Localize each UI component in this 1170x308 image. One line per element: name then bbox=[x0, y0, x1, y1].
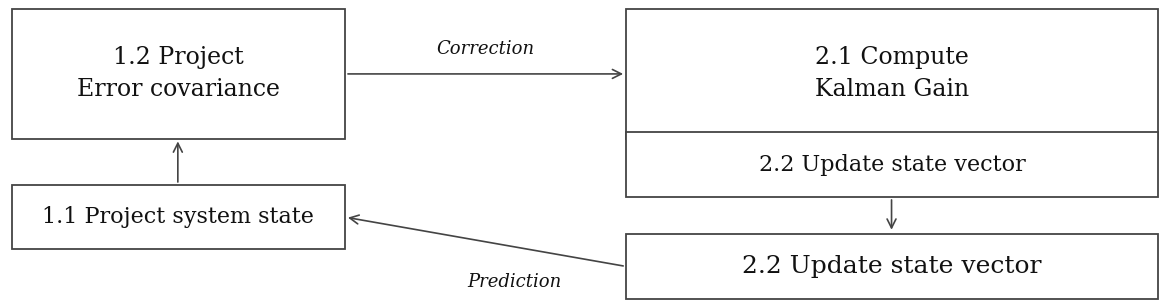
Text: 2.2 Update state vector: 2.2 Update state vector bbox=[743, 255, 1041, 278]
Bar bbox=[626, 9, 1158, 139]
Bar bbox=[12, 185, 345, 249]
Bar bbox=[12, 9, 345, 139]
Text: 1.2 Project
Error covariance: 1.2 Project Error covariance bbox=[77, 47, 280, 101]
Text: Prediction: Prediction bbox=[468, 273, 562, 291]
Text: 2.1 Compute
Kalman Gain: 2.1 Compute Kalman Gain bbox=[815, 47, 969, 101]
Text: Correction: Correction bbox=[436, 40, 535, 58]
Text: 2.2 Update state vector: 2.2 Update state vector bbox=[759, 154, 1025, 176]
Text: 1.1 Project system state: 1.1 Project system state bbox=[42, 206, 315, 228]
Bar bbox=[626, 132, 1158, 197]
Bar bbox=[626, 234, 1158, 299]
